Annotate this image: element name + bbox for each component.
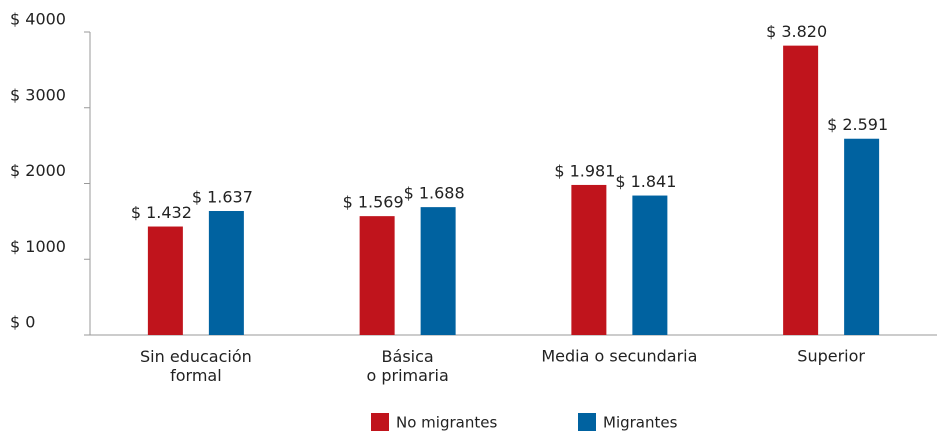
- x-tick-label: Sin educación formal: [140, 347, 252, 385]
- value-label: $ 1.637: [192, 187, 253, 206]
- value-label: $ 1.569: [343, 193, 404, 212]
- bar: [844, 138, 880, 335]
- legend-label: No migrantes: [396, 414, 497, 432]
- bar: [783, 45, 819, 335]
- value-label: $ 1.841: [615, 172, 676, 191]
- y-tick-label: $ 4000: [10, 10, 66, 29]
- legend-label: Migrantes: [603, 414, 678, 432]
- bar: [147, 226, 183, 335]
- value-label: $ 1.981: [554, 161, 615, 180]
- x-tick-label: Superior: [797, 347, 865, 366]
- legend-swatch: [578, 413, 596, 431]
- bar: [208, 210, 244, 335]
- bar: [420, 207, 456, 335]
- y-tick-label: $ 3000: [10, 85, 66, 104]
- value-label: $ 3.820: [766, 22, 827, 41]
- value-label: $ 2.591: [827, 115, 888, 134]
- value-label: $ 1.432: [131, 203, 192, 222]
- bar: [571, 184, 607, 335]
- bar: [359, 216, 395, 335]
- bar: [632, 195, 668, 335]
- y-tick-label: $ 2000: [10, 161, 66, 180]
- y-tick-label: $ 1000: [10, 237, 66, 256]
- value-label: $ 1.688: [404, 184, 465, 203]
- x-tick-label: Básica o primaria: [366, 347, 448, 385]
- x-tick-label: Media o secundaria: [541, 347, 697, 366]
- y-tick-label: $ 0: [10, 313, 35, 332]
- legend-swatch: [371, 413, 389, 431]
